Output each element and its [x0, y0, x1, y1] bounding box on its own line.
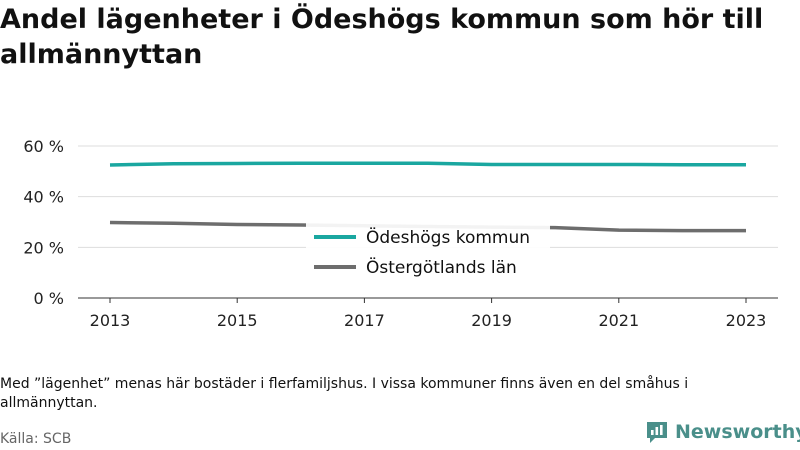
series-line-0 — [109, 161, 746, 167]
y-tick-label: 0 % — [34, 289, 64, 308]
x-tick-label: 2017 — [344, 311, 385, 330]
x-tick-label: 2015 — [217, 311, 258, 330]
y-tick-label: 20 % — [23, 238, 64, 257]
footnote: Med ”lägenhet” menas här bostäder i fler… — [0, 376, 689, 411]
line-chart: 0 % 20 % 40 % 60 % 2013 2015 2017 2019 2021 2023… — [23, 137, 778, 330]
chart-title: Andel lägenheter i Ödeshögs kommun som h… — [0, 4, 764, 70]
x-tick-label: 2013 — [90, 311, 131, 330]
x-axis: 2013 2015 2017 2019 2021 2023 — [78, 297, 778, 330]
legend-label: Ödeshögs kommun — [366, 226, 530, 248]
newsworthy-logo: Newsworthy — [645, 420, 800, 444]
legend-background — [306, 216, 550, 282]
y-tick-label: 40 % — [23, 188, 64, 207]
source-label: Källa: SCB — [0, 431, 72, 447]
newsworthy-icon — [647, 422, 667, 443]
x-tick-label: 2023 — [726, 311, 767, 330]
x-tick-label: 2019 — [471, 311, 512, 330]
legend-label: Östergötlands län — [366, 256, 517, 278]
y-tick-label: 60 % — [23, 137, 64, 156]
x-tick-label: 2021 — [598, 311, 639, 330]
legend: Ödeshögs kommun Östergötlands län — [306, 216, 550, 282]
y-axis-tick-labels: 0 % 20 % 40 % 60 % — [23, 137, 64, 308]
brand-name: Newsworthy — [675, 421, 800, 443]
